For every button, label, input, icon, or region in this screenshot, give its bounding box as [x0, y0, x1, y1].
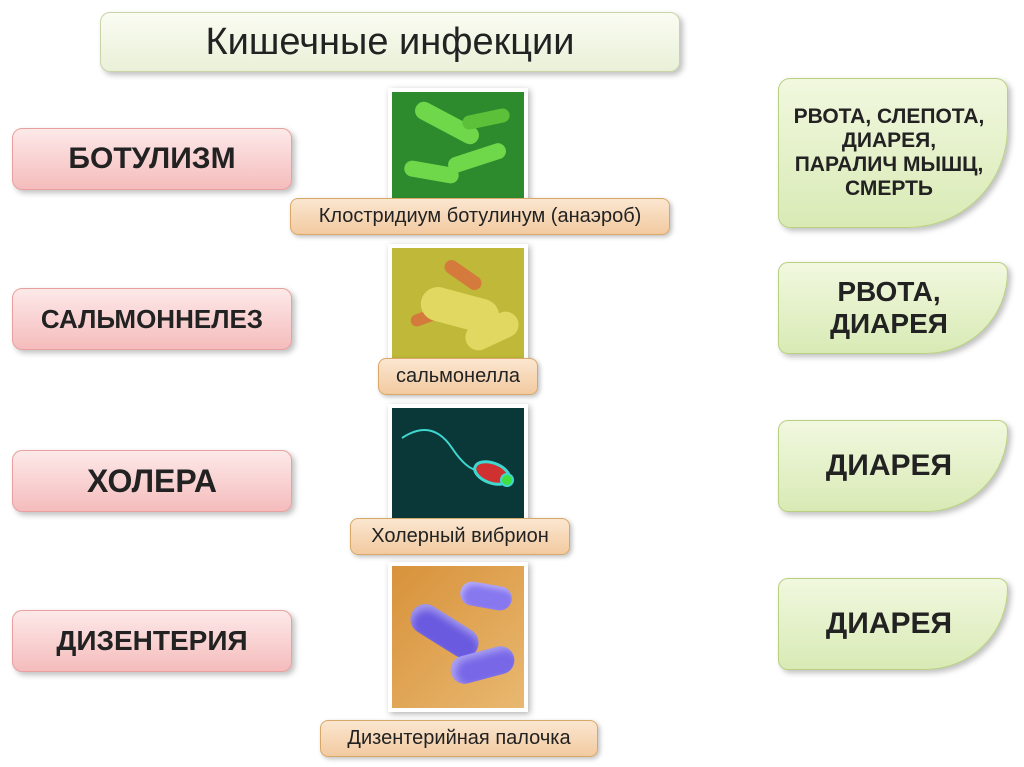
symptom-box-salmonellosis: РВОТА, ДИАРЕЯ [778, 262, 1008, 354]
symptom-box-botulism: РВОТА, СЛЕПОТА, ДИАРЕЯ, ПАРАЛИЧ МЫШЦ, СМ… [778, 78, 1008, 228]
symptom-box-dysentery: ДИАРЕЯ [778, 578, 1008, 670]
disease-box-botulism: БОТУЛИЗМ [12, 128, 292, 190]
microbe-image-shigella [388, 562, 528, 712]
disease-box-cholera: ХОЛЕРА [12, 450, 292, 512]
microbe-label-vibrio: Холерный вибрион [350, 518, 570, 555]
microbe-label-shigella: Дизентерийная палочка [320, 720, 598, 757]
page-title: Кишечные инфекции [100, 12, 680, 72]
microbe-label-clostridium: Клостридиум ботулинум (анаэроб) [290, 198, 670, 235]
disease-box-dysentery: ДИЗЕНТЕРИЯ [12, 610, 292, 672]
microbe-image-vibrio [388, 404, 528, 524]
microbe-label-salmonella: сальмонелла [378, 358, 538, 395]
symptom-box-cholera: ДИАРЕЯ [778, 420, 1008, 512]
disease-box-salmonellosis: САЛЬМОННЕЛЕЗ [12, 288, 292, 350]
microbe-image-salmonella [388, 244, 528, 364]
microbe-image-clostridium [388, 88, 528, 208]
